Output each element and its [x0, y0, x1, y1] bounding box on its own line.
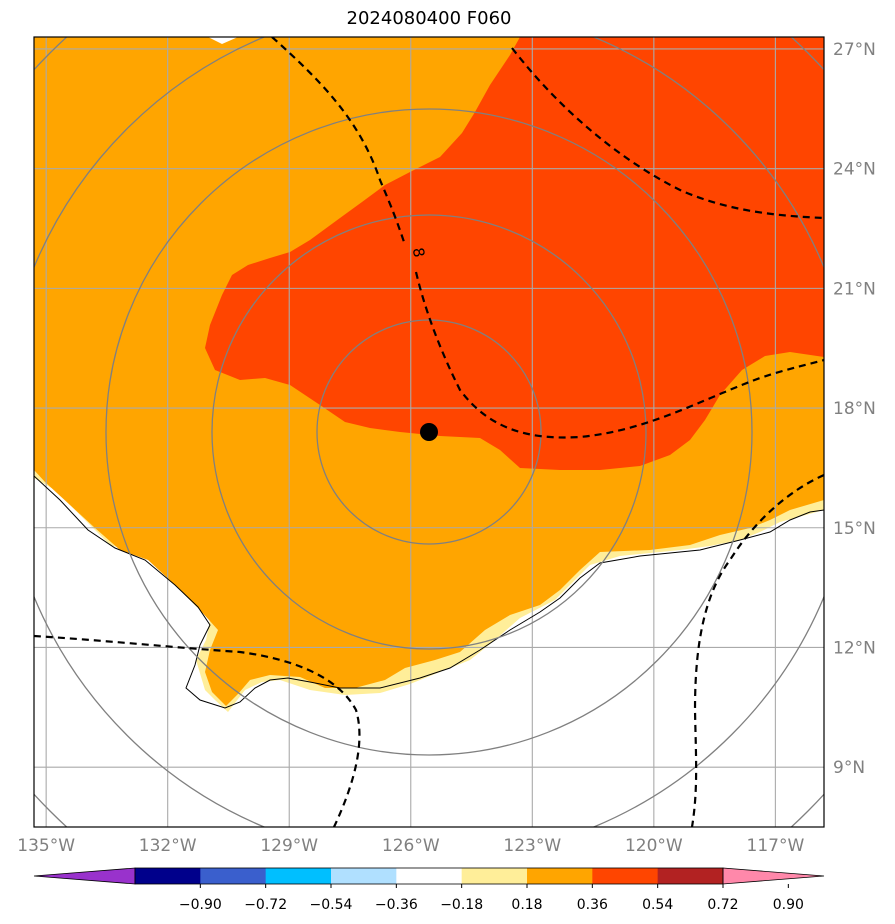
- colorbar-tick-label: 0.72: [707, 897, 738, 913]
- contour-line-3: [34, 634, 361, 827]
- colorbar-tick-label: −0.90: [179, 897, 222, 913]
- lat-lon-gridlines: [34, 37, 824, 827]
- colorbar-tick-label: 0.90: [773, 897, 804, 913]
- colorbar-bin: [527, 868, 593, 884]
- lon-tick-label: 135°W: [17, 836, 75, 856]
- storm-center-marker: [420, 423, 438, 441]
- colorbar-bin: [135, 868, 201, 884]
- lat-tick-label: 12°N: [833, 638, 876, 658]
- colorbar-extend-low: [33, 867, 136, 885]
- lat-tick-label: 9°N: [833, 758, 865, 778]
- range-ring-3: [105, 108, 753, 756]
- longitude-tick-labels: 135°W 132°W 129°W 126°W 123°W 120°W 117°W: [17, 836, 804, 856]
- lat-tick-label: 15°N: [833, 519, 876, 539]
- colorbar-bin: [265, 868, 332, 884]
- colorbar-bin: [331, 868, 397, 884]
- map-frame: [33, 36, 825, 828]
- colorbar-tick-label: 0.18: [511, 897, 542, 913]
- latitude-tick-labels: 9°N 12°N 15°N 18°N 21°N 24°N 27°N: [833, 40, 876, 778]
- colorbar-bin: [200, 868, 267, 884]
- lon-tick-label: 129°W: [260, 836, 318, 856]
- colorbar-tick-label: −0.54: [310, 897, 353, 913]
- coastline: [34, 475, 824, 709]
- field-red-072-090: [205, 37, 824, 470]
- lon-tick-label: 123°W: [503, 836, 561, 856]
- lat-tick-label: 21°N: [833, 279, 876, 299]
- lon-tick-label: 132°W: [139, 836, 197, 856]
- colorbar-tick-label: −0.72: [244, 897, 287, 913]
- colorbar-bin: [461, 868, 528, 884]
- colorbar-tick-label: −0.18: [440, 897, 483, 913]
- lon-tick-label: 120°W: [625, 836, 683, 856]
- colorbar-frame: [134, 867, 724, 885]
- lat-tick-label: 24°N: [833, 160, 876, 180]
- colorbar-bin: [657, 868, 724, 884]
- range-ring-1: [316, 319, 542, 545]
- contour-label: 8: [409, 246, 428, 259]
- range-ring-2: [211, 214, 647, 650]
- colorbar: −0.90 −0.72 −0.54 −0.36 −0.18 0.18 0.36 0.54 0.7…: [33, 867, 825, 913]
- lon-tick-label: 117°W: [747, 836, 805, 856]
- plot-title: 2024080400 F060: [346, 8, 512, 29]
- contour-line-2: [511, 47, 824, 220]
- colorbar-bin: [396, 868, 463, 884]
- field-white-notch: [208, 37, 238, 44]
- lat-tick-label: 27°N: [833, 40, 876, 60]
- colorbar-tick-label: 0.54: [642, 897, 673, 913]
- colorbar-extend-high: [722, 867, 825, 885]
- dashed-contours: [34, 37, 824, 827]
- colorbar-tick-label: 0.36: [577, 897, 608, 913]
- colorbar-tick-label: −0.36: [375, 897, 418, 913]
- contour-line-4: [690, 473, 824, 827]
- lon-tick-label: 126°W: [382, 836, 440, 856]
- colorbar-bin: [592, 868, 659, 884]
- lat-tick-label: 18°N: [833, 399, 876, 419]
- contour-line-1: [271, 37, 824, 439]
